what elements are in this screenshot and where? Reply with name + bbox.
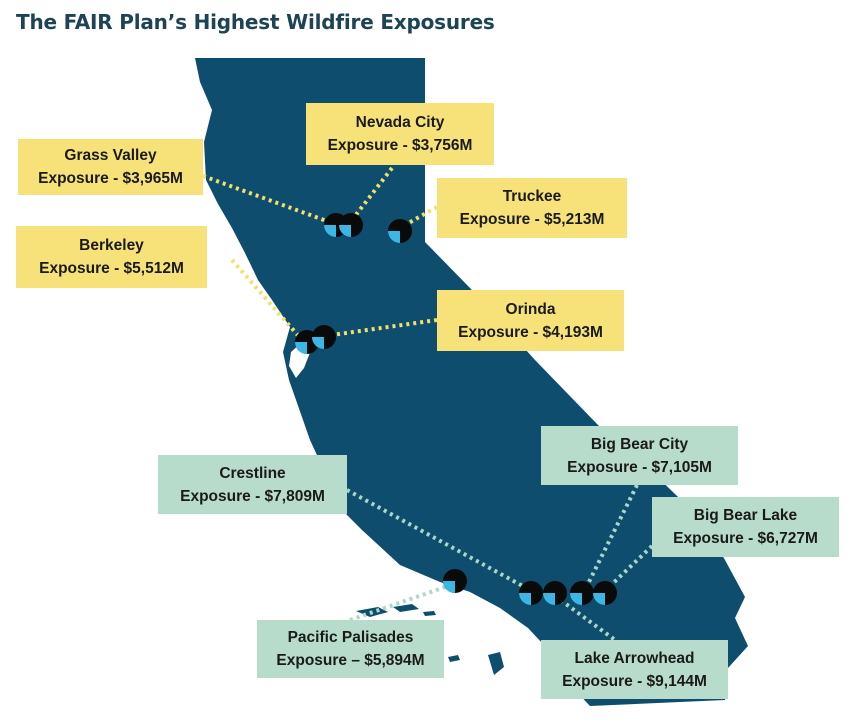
label-grass-valley: Grass Valley Exposure - $3,965M: [18, 139, 203, 195]
marker-nevada-city: [339, 213, 363, 237]
big-bear-lake-name: Big Bear Lake: [693, 507, 798, 524]
crestline-exposure: Exposure - $7,809M: [180, 487, 325, 505]
marker-lake-arrowhead: [543, 581, 567, 605]
connector-orinda: [324, 318, 438, 338]
big-bear-city-name: Big Bear City: [590, 435, 689, 453]
pacific-palisades-exposure: Exposure – $5,894M: [276, 652, 425, 669]
channel-island-5: [488, 652, 504, 675]
truckee-exposure: Exposure - $5,213M: [459, 211, 605, 228]
label-orinda: Orinda Exposure - $4,193M: [437, 290, 624, 351]
berkeley-name: Berkeley: [79, 237, 144, 254]
marker-truckee: [388, 219, 412, 243]
grass-valley-name: Grass Valley: [64, 147, 157, 164]
marker-orinda: [312, 325, 336, 349]
connector-pacific-palisades: [349, 582, 455, 622]
grass-valley-exposure: Exposure - $3,965M: [38, 170, 183, 187]
orinda-name: Orinda: [505, 300, 556, 318]
pacific-palisades-name: Pacific Palisades: [287, 629, 414, 646]
berkeley-exposure: Exposure - $5,512M: [39, 260, 184, 277]
marker-pacific-palisades: [443, 569, 467, 593]
channel-island-3: [423, 611, 436, 616]
label-crestline: Crestline Exposure - $7,809M: [158, 455, 347, 514]
label-berkeley: Berkeley Exposure - $5,512M: [16, 226, 207, 288]
marker-big-bear-city: [570, 581, 594, 605]
orinda-exposure: Exposure - $4,193M: [458, 323, 603, 341]
big-bear-city-exposure: Exposure - $7,105M: [567, 458, 712, 476]
channel-island-2: [393, 604, 419, 612]
label-big-bear-city: Big Bear City Exposure - $7,105M: [541, 426, 738, 485]
label-lake-arrowhead: Lake Arrowhead Exposure - $9,144M: [541, 640, 728, 699]
connector-big-bear-city: [582, 484, 639, 593]
nevada-city-name: Nevada City: [355, 114, 445, 131]
label-nevada-city: Nevada City Exposure - $3,756M: [306, 103, 494, 165]
nevada-city-exposure: Exposure - $3,756M: [327, 137, 473, 154]
label-big-bear-lake: Big Bear Lake Exposure - $6,727M: [652, 497, 839, 557]
label-truckee: Truckee Exposure - $5,213M: [437, 178, 627, 238]
marker-big-bear-lake: [593, 581, 617, 605]
connector-truckee: [404, 205, 438, 227]
lake-arrowhead-exposure: Exposure - $9,144M: [562, 672, 707, 690]
marker-crestline: [519, 581, 543, 605]
crestline-name: Crestline: [219, 464, 286, 482]
big-bear-lake-exposure: Exposure - $6,727M: [673, 530, 818, 547]
connector-lake-arrowhead: [553, 594, 617, 642]
page-title: The FAIR Plan’s Highest Wildfire Exposur…: [16, 10, 495, 34]
connector-grass-valley: [202, 174, 336, 226]
channel-island-4: [448, 655, 460, 662]
lake-arrowhead-name: Lake Arrowhead: [574, 649, 695, 667]
label-pacific-palisades: Pacific Palisades Exposure – $5,894M: [257, 620, 444, 678]
truckee-name: Truckee: [502, 188, 562, 205]
